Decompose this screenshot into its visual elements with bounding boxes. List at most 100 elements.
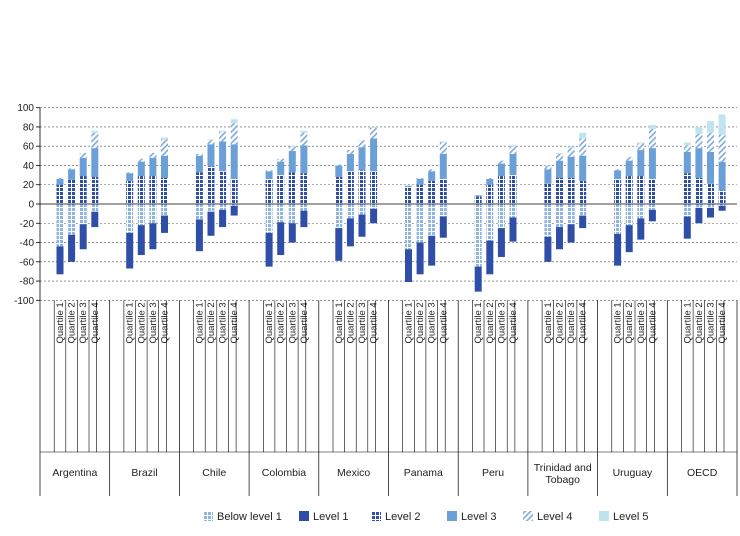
bar-segment-level-4 xyxy=(370,128,377,139)
legend-swatch xyxy=(371,511,381,521)
bar-segment-level-1 xyxy=(707,208,714,218)
y-tick-label: 100 xyxy=(17,103,34,114)
bar-segment-level-2 xyxy=(428,181,435,204)
bar-segment-level-4 xyxy=(68,168,75,169)
bar-segment-level-4 xyxy=(428,169,435,171)
bar-segment-level-4 xyxy=(579,139,586,156)
bar-segment-level-3 xyxy=(196,156,203,172)
bar-segment-below-level-1 xyxy=(626,204,633,225)
bar-segment-level-3 xyxy=(219,141,226,171)
legend-swatch xyxy=(599,511,609,521)
bar-segment-level-1 xyxy=(579,216,586,229)
bar-segment-below-level-1 xyxy=(568,204,575,224)
bar-segment-level-2 xyxy=(80,176,87,204)
bar-segment-level-3 xyxy=(405,186,412,187)
bar-segment-level-5 xyxy=(208,139,215,140)
legend-label: Level 3 xyxy=(461,511,496,523)
bar-segment-level-2 xyxy=(300,173,307,204)
quartile-label: Quartile 4 xyxy=(369,302,380,343)
bar-segment-level-4 xyxy=(335,165,342,166)
bar-segment-level-4 xyxy=(196,154,203,156)
bar-segment-level-2 xyxy=(568,178,575,204)
quartile-label: Quartile 2 xyxy=(624,302,635,343)
bar-segment-level-4 xyxy=(568,148,575,157)
bar-segment-level-4 xyxy=(637,143,644,150)
quartile-label: Quartile 2 xyxy=(136,302,147,343)
bar-segment-level-2 xyxy=(161,178,168,204)
bar-segment-below-level-1 xyxy=(277,204,284,222)
quartile-label: Quartile 4 xyxy=(647,302,658,343)
bar-segment-level-1 xyxy=(68,235,75,262)
bar-segment-below-level-1 xyxy=(417,204,424,243)
y-tick-label: -60 xyxy=(20,257,35,268)
quartile-label: Quartile 1 xyxy=(55,302,66,343)
bar-segment-level-4 xyxy=(57,178,64,179)
legend: Below level 1 Level 1 Level 2 Level 3 Level … xyxy=(203,511,648,523)
bar-segment-level-4 xyxy=(556,154,563,161)
bar-segment-level-3 xyxy=(544,169,551,183)
bar-segment-level-1 xyxy=(208,212,215,236)
quartile-label: Quartile 1 xyxy=(334,302,345,343)
bar-segment-level-5 xyxy=(440,141,447,142)
bar-segment-level-1 xyxy=(289,223,296,242)
bar-segment-level-1 xyxy=(370,209,377,223)
bar-segment-below-level-1 xyxy=(126,204,133,233)
bar-segment-level-5 xyxy=(684,142,691,145)
bar-segment-level-1 xyxy=(568,224,575,242)
bar-segment-level-5 xyxy=(556,153,563,154)
bar-segment-below-level-1 xyxy=(486,204,493,241)
y-tick-label: -20 xyxy=(20,219,35,230)
bar-segment-level-2 xyxy=(510,175,517,204)
quartile-label: Quartile 3 xyxy=(357,302,368,343)
bar-segment-level-2 xyxy=(626,176,633,204)
bar-segment-level-1 xyxy=(695,208,702,223)
bar-segment-level-2 xyxy=(707,184,714,204)
bar-segment-level-2 xyxy=(486,185,493,204)
quartile-label: Quartile 3 xyxy=(636,302,647,343)
bar-segment-level-2 xyxy=(370,171,377,204)
bar-segment-below-level-1 xyxy=(707,204,714,208)
bar-segment-level-4 xyxy=(126,172,133,173)
bar-segment-below-level-1 xyxy=(161,204,168,216)
y-tick-label: -80 xyxy=(20,277,35,288)
bar-segment-level-3 xyxy=(138,162,145,176)
legend-label: Level 2 xyxy=(385,511,420,523)
bar-segment-level-3 xyxy=(68,169,75,180)
bar-segment-below-level-1 xyxy=(359,204,366,215)
bar-segment-below-level-1 xyxy=(649,204,656,210)
bar-segment-below-level-1 xyxy=(440,204,447,217)
bar-segment-level-3 xyxy=(300,145,307,173)
bar-segment-level-3 xyxy=(91,148,98,177)
quartile-label: Quartile 1 xyxy=(613,302,624,343)
legend-swatch xyxy=(447,511,457,521)
bar-segment-level-4 xyxy=(266,170,273,171)
bar-segment-level-4 xyxy=(289,146,296,151)
bar-segment-level-3 xyxy=(614,170,621,179)
bar-segment-level-4 xyxy=(300,133,307,146)
quartile-label: Quartile 4 xyxy=(160,302,171,343)
bar-segment-level-3 xyxy=(417,179,424,185)
bar-segment-level-3 xyxy=(335,165,342,177)
bar-segment-below-level-1 xyxy=(579,204,586,216)
bar-segment-level-4 xyxy=(440,142,447,154)
bar-segment-level-1 xyxy=(277,222,284,255)
bar-segment-level-2 xyxy=(637,176,644,204)
bar-segment-level-5 xyxy=(544,165,551,166)
bar-segment-level-5 xyxy=(91,131,98,133)
bar-segment-level-2 xyxy=(231,179,238,204)
bar-segment-level-2 xyxy=(208,166,215,204)
y-tick-label: 80 xyxy=(23,122,35,133)
bar-segment-level-3 xyxy=(486,179,493,185)
bar-segment-below-level-1 xyxy=(68,204,75,235)
bar-segment-level-2 xyxy=(544,184,551,204)
bar-segment-level-1 xyxy=(335,228,342,261)
bar-segment-level-2 xyxy=(219,171,226,204)
country-label: Colombia xyxy=(262,467,307,479)
bar-segment-level-3 xyxy=(626,161,633,176)
bar-segment-level-3 xyxy=(510,154,517,175)
bar-segment-level-1 xyxy=(138,225,145,255)
bar-segment-level-2 xyxy=(277,175,284,204)
quartile-label: Quartile 4 xyxy=(90,302,101,343)
bar-segment-level-3 xyxy=(579,156,586,181)
bar-segment-level-2 xyxy=(579,181,586,204)
